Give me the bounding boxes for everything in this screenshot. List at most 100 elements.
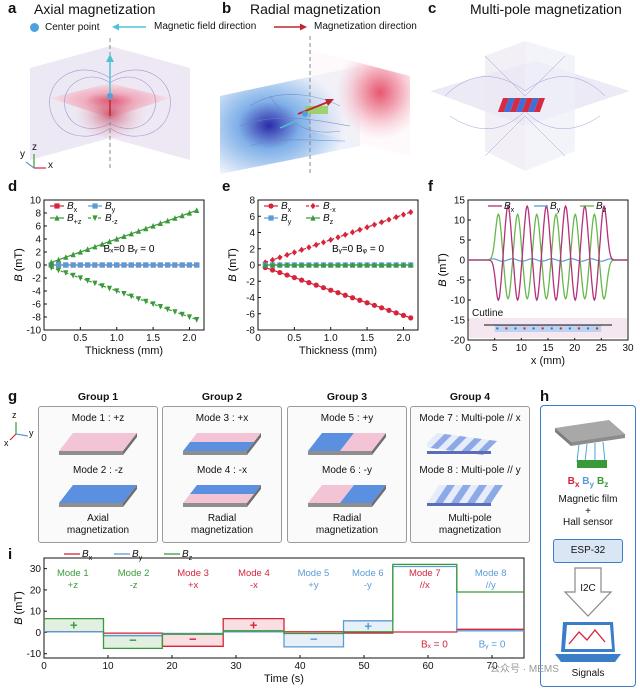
segment-5: − bbox=[284, 632, 344, 647]
data-point bbox=[106, 285, 113, 292]
x-axis-label: x (mm) bbox=[531, 355, 565, 367]
data-point bbox=[165, 262, 171, 268]
footer-line: magnetization bbox=[315, 525, 379, 536]
data-point bbox=[320, 285, 327, 291]
y-tick-label: 4 bbox=[249, 228, 255, 239]
stripe bbox=[427, 433, 445, 448]
signals-label: Signals bbox=[571, 668, 605, 679]
plot-frame bbox=[43, 557, 525, 659]
legend-entry: Bz bbox=[182, 549, 193, 562]
data-point bbox=[268, 203, 274, 209]
data-point bbox=[320, 239, 327, 246]
data-point bbox=[63, 262, 69, 268]
x-tick-label: 1.5 bbox=[360, 333, 374, 344]
data-point bbox=[48, 259, 54, 265]
x-tick-label: 20 bbox=[569, 343, 581, 354]
tile-edge bbox=[59, 503, 123, 507]
y-axis-label: B (mT) bbox=[227, 248, 239, 282]
data-point bbox=[386, 216, 392, 223]
y-tick-label: 30 bbox=[30, 564, 42, 575]
data-point bbox=[379, 219, 385, 226]
segment-2: − bbox=[103, 632, 163, 649]
laptop-icon bbox=[555, 622, 621, 662]
data-point bbox=[335, 234, 341, 241]
inset-pole bbox=[568, 327, 572, 330]
data-point bbox=[371, 261, 377, 268]
stripe bbox=[451, 485, 471, 503]
data-point bbox=[349, 295, 356, 301]
data-point bbox=[165, 217, 171, 224]
x-axis-label: Time (s) bbox=[264, 673, 304, 685]
data-point bbox=[165, 306, 171, 313]
data-point bbox=[269, 267, 276, 273]
mode-label: Mode 2 : -z bbox=[72, 465, 124, 476]
data-point bbox=[85, 246, 91, 252]
segment-fill bbox=[44, 618, 104, 633]
triad-g-y: y bbox=[29, 428, 34, 438]
stripe bbox=[445, 436, 467, 451]
segment-sign: + bbox=[364, 619, 372, 634]
legend-entry: Bx bbox=[504, 201, 515, 214]
series-Bx bbox=[262, 264, 414, 321]
y-tick-label: 4 bbox=[35, 235, 41, 246]
data-point bbox=[135, 228, 142, 234]
data-point bbox=[77, 248, 83, 255]
data-point bbox=[135, 296, 142, 302]
data-point bbox=[179, 262, 185, 268]
stripe bbox=[459, 485, 479, 503]
data-point bbox=[306, 261, 312, 268]
data-point bbox=[284, 261, 290, 268]
inset-pole bbox=[550, 327, 553, 330]
data-point bbox=[186, 314, 193, 321]
y-tick-label: -10 bbox=[451, 296, 466, 307]
mode-label: Mode 6 bbox=[352, 568, 384, 579]
x-tick-label: 2.0 bbox=[183, 333, 197, 344]
x-tick-label: 30 bbox=[230, 661, 242, 672]
tile-side bbox=[123, 485, 137, 507]
stripe bbox=[427, 485, 447, 503]
y-tick-label: -20 bbox=[451, 336, 466, 347]
plus-label: + bbox=[585, 506, 591, 517]
mode-label: Mode 1 : +z bbox=[71, 413, 125, 424]
y-tick-label: -4 bbox=[246, 293, 255, 304]
data-point bbox=[121, 291, 127, 297]
panel-i-label: i bbox=[8, 546, 13, 563]
data-point bbox=[335, 261, 341, 268]
x-tick-label: 10 bbox=[516, 343, 528, 354]
y-axis-label: B (mT) bbox=[13, 591, 25, 625]
tile-side bbox=[247, 485, 261, 507]
y-tick-label: 6 bbox=[249, 212, 255, 223]
legend-entry: B-x bbox=[323, 201, 336, 214]
data-point bbox=[77, 262, 83, 268]
tile-edge bbox=[183, 503, 247, 507]
tile-edge bbox=[308, 451, 372, 455]
segment-1: + bbox=[44, 618, 104, 633]
triad-g-z: z bbox=[12, 410, 17, 420]
data-point bbox=[371, 302, 377, 308]
data-point bbox=[143, 225, 149, 232]
mode-label: Mode 6 : -y bbox=[321, 465, 373, 476]
data-point bbox=[386, 307, 392, 313]
segment-6: + bbox=[343, 619, 393, 634]
chart-d: 0 0.5 1.0 1.5 2.0 -10 -8 -6 -4 -2 0 2 4 6 8 10 Thickness… bbox=[13, 196, 205, 357]
i2c-label: I2C bbox=[580, 583, 596, 594]
data-point bbox=[342, 261, 348, 268]
tile-half bbox=[308, 433, 354, 451]
data-point bbox=[349, 261, 356, 268]
data-point bbox=[371, 221, 377, 228]
data-point bbox=[194, 207, 200, 213]
group-title: Group 3 bbox=[326, 391, 368, 403]
tile-half bbox=[308, 485, 354, 503]
data-point bbox=[299, 261, 305, 268]
panel-g-label: g bbox=[8, 388, 18, 405]
data-point bbox=[364, 224, 370, 231]
data-point bbox=[291, 249, 297, 256]
chart-e-annotation: Bᵧ=0 Bᵩ = 0 bbox=[332, 244, 385, 255]
x-tick-label: 20 bbox=[166, 661, 178, 672]
data-point bbox=[194, 262, 200, 268]
footer-line: magnetization bbox=[190, 525, 254, 536]
panel-a-title: Axial magnetization bbox=[34, 1, 156, 17]
mode-direction: //x bbox=[420, 580, 430, 591]
mode-label: Mode 5 : +y bbox=[320, 413, 374, 424]
data-point bbox=[379, 305, 385, 311]
